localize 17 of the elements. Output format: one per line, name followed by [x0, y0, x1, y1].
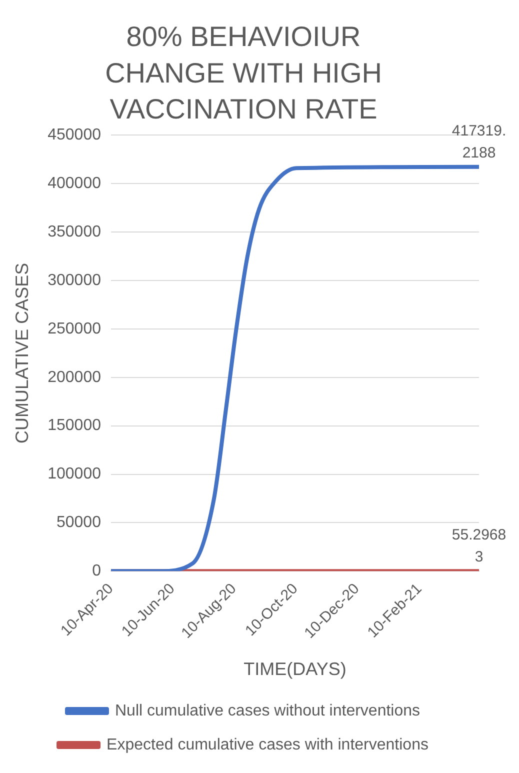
- y-tick-label: 0: [92, 562, 102, 580]
- y-tick-label: 350000: [48, 223, 102, 240]
- data-label: 417319.2188: [452, 122, 506, 162]
- y-tick-label: 100000: [48, 466, 102, 483]
- y-tick-label: 50000: [56, 514, 102, 532]
- y-tick-label: 400000: [48, 175, 102, 192]
- y-axis-title: CUMULATIVE CASES: [12, 262, 32, 444]
- data-label: 55.29683: [452, 526, 506, 566]
- legend-label: Null cumulative cases without interventions: [114, 702, 420, 720]
- y-tick-label: 150000: [48, 417, 102, 434]
- y-tick-label: 250000: [48, 320, 102, 338]
- y-tick-label: 450000: [48, 126, 102, 144]
- y-tick-label: 300000: [48, 272, 102, 289]
- legend-label: Expected cumulative cases with interventions: [106, 736, 428, 754]
- chart-title: 80% BEHAVIOIUR CHANGE WITH HIGH VACCINATION RATE: [105, 20, 382, 125]
- x-axis-title: TIME(DAYS): [244, 659, 346, 680]
- y-tick-label: 200000: [48, 368, 102, 386]
